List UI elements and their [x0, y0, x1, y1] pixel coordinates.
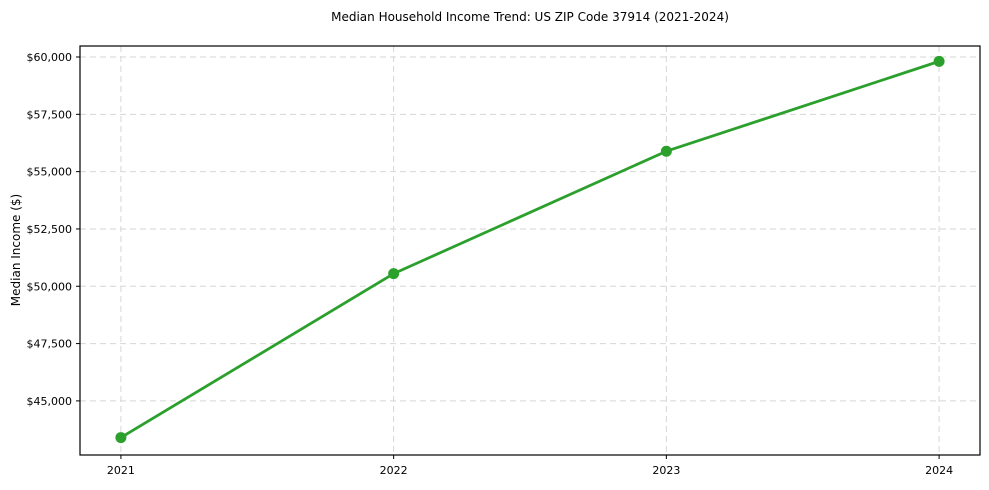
data-point-2022	[388, 268, 400, 280]
income-trend-line	[119, 59, 941, 439]
y-tick-label: $45,000	[27, 395, 73, 408]
plot-border	[79, 45, 981, 456]
plot-area: $45,000 $47,500 $50,000 $52,500 $55,000 $57,5…	[27, 45, 981, 477]
y-tick-label: $55,000	[27, 166, 73, 179]
x-tick-label: 2021	[107, 464, 135, 477]
y-tick-label: $57,500	[27, 108, 73, 121]
x-tick-label: 2024	[925, 464, 953, 477]
x-tick-label: 2023	[652, 464, 680, 477]
y-tick-label: $47,500	[27, 338, 73, 351]
chart-title: Median Household Income Trend: US ZIP Co…	[331, 10, 729, 24]
x-tick-label: 2022	[380, 464, 408, 477]
data-point-2021	[115, 432, 127, 444]
y-axis-label: Median Income ($)	[9, 194, 23, 306]
data-point-2024	[933, 55, 945, 67]
y-tick-label: $60,000	[27, 51, 73, 64]
y-tick-label: $50,000	[27, 280, 73, 293]
data-point-2023	[660, 145, 672, 157]
y-tick-label: $52,500	[27, 223, 73, 236]
